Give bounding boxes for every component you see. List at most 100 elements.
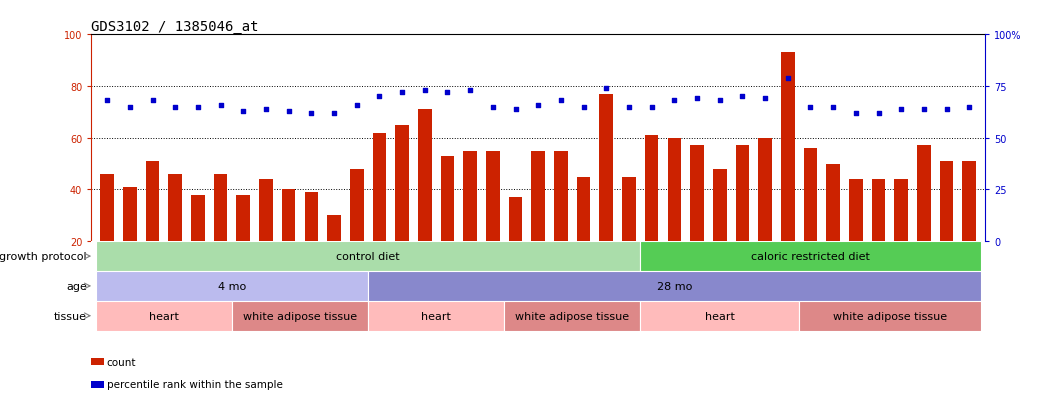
Text: heart: heart <box>149 311 178 321</box>
Text: caloric restricted diet: caloric restricted diet <box>751 252 870 261</box>
Bar <box>599 95 613 242</box>
Bar <box>395 126 409 242</box>
Bar <box>668 138 681 242</box>
Point <box>847 110 864 117</box>
Text: heart: heart <box>421 311 451 321</box>
Point <box>439 90 455 96</box>
Point <box>893 106 909 113</box>
Point <box>961 104 978 111</box>
Point <box>757 96 774 102</box>
Bar <box>800 301 981 331</box>
Text: 28 mo: 28 mo <box>656 281 692 291</box>
Point <box>689 96 705 102</box>
Text: control diet: control diet <box>336 252 400 261</box>
Bar <box>259 180 273 242</box>
Point <box>621 104 638 111</box>
Bar <box>712 169 727 242</box>
Bar <box>328 216 341 242</box>
Point <box>824 104 841 111</box>
Point <box>576 104 592 111</box>
Point <box>144 98 161 104</box>
Bar <box>645 136 658 242</box>
Point <box>99 98 115 104</box>
Text: white adipose tissue: white adipose tissue <box>243 311 357 321</box>
Point <box>326 110 342 117</box>
Text: heart: heart <box>705 311 734 321</box>
Point <box>530 102 546 109</box>
Point <box>303 110 319 117</box>
Point <box>870 110 887 117</box>
Bar <box>872 180 886 242</box>
Bar <box>554 151 567 242</box>
Bar <box>894 180 908 242</box>
Point <box>348 102 365 109</box>
Text: percentile rank within the sample: percentile rank within the sample <box>107 380 283 389</box>
Bar <box>758 138 772 242</box>
Text: count: count <box>107 357 136 367</box>
Bar <box>146 161 160 242</box>
Bar <box>168 174 183 242</box>
Point <box>711 98 728 104</box>
Bar <box>917 146 930 242</box>
Bar <box>826 164 840 242</box>
Point <box>257 106 274 113</box>
Bar <box>577 177 590 242</box>
Bar <box>101 174 114 242</box>
Bar <box>95 271 368 301</box>
Bar <box>464 151 477 242</box>
Bar <box>940 161 953 242</box>
Point <box>938 106 955 113</box>
Point <box>598 85 615 92</box>
Bar <box>504 301 640 331</box>
Text: growth protocol: growth protocol <box>0 252 87 261</box>
Bar <box>849 180 863 242</box>
Bar <box>95 242 640 271</box>
Bar <box>441 157 454 242</box>
Bar <box>372 133 386 242</box>
Point <box>734 94 751 100</box>
Bar <box>962 161 976 242</box>
Point <box>167 104 184 111</box>
Point <box>484 104 501 111</box>
Bar <box>236 195 250 242</box>
Bar <box>349 169 364 242</box>
Bar <box>368 271 981 301</box>
Point <box>371 94 388 100</box>
Bar <box>95 301 232 331</box>
Point <box>190 104 206 111</box>
Bar <box>123 188 137 242</box>
Bar <box>418 110 431 242</box>
Text: GDS3102 / 1385046_at: GDS3102 / 1385046_at <box>91 20 259 34</box>
Text: tissue: tissue <box>54 311 87 321</box>
Point <box>417 88 433 94</box>
Bar <box>531 151 545 242</box>
Bar <box>509 198 523 242</box>
Bar <box>781 53 794 242</box>
Bar <box>622 177 636 242</box>
Bar <box>191 195 204 242</box>
Point <box>213 102 229 109</box>
Text: white adipose tissue: white adipose tissue <box>833 311 947 321</box>
Bar <box>486 151 500 242</box>
Point <box>916 106 932 113</box>
Bar <box>691 146 704 242</box>
Point <box>553 98 569 104</box>
Text: white adipose tissue: white adipose tissue <box>515 311 629 321</box>
Text: age: age <box>66 281 87 291</box>
Point <box>666 98 682 104</box>
Text: 4 mo: 4 mo <box>218 281 246 291</box>
Point <box>280 108 297 115</box>
Bar <box>282 190 296 242</box>
Point <box>235 108 252 115</box>
Bar <box>640 301 800 331</box>
Bar <box>91 381 104 388</box>
Bar <box>368 301 504 331</box>
Bar <box>735 146 749 242</box>
Bar <box>804 149 817 242</box>
Point <box>461 88 478 94</box>
Bar <box>232 301 368 331</box>
Bar <box>305 192 318 242</box>
Bar <box>91 358 104 366</box>
Point <box>507 106 524 113</box>
Bar <box>640 242 981 271</box>
